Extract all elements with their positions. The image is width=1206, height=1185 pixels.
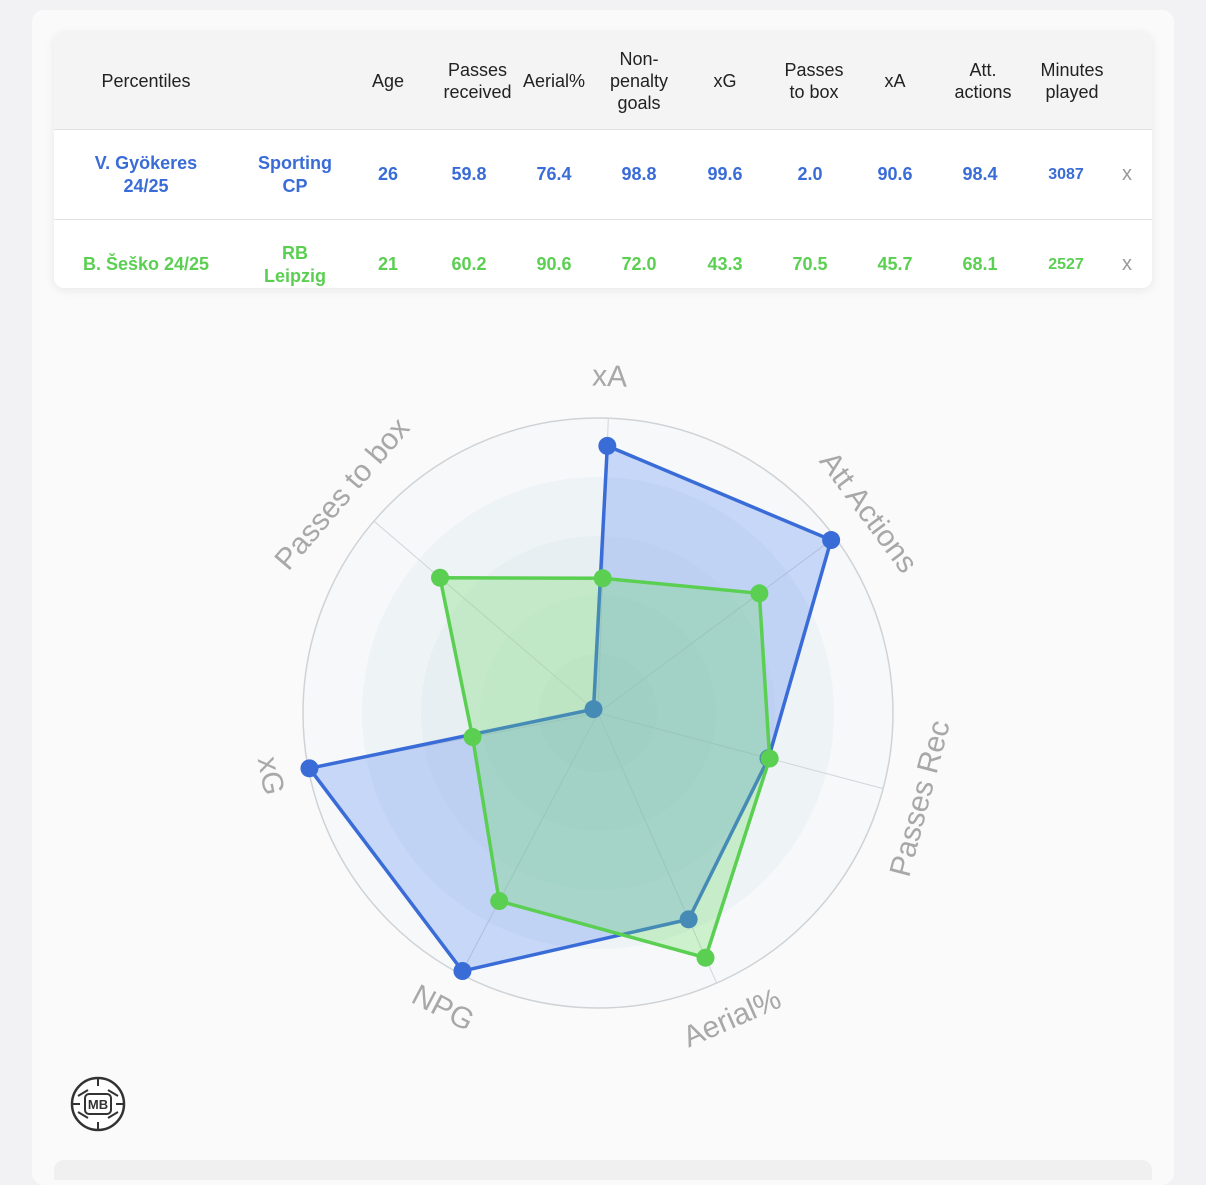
cell-npg: 72.0 — [621, 254, 657, 274]
col-header-npg: Non- penalty goals — [609, 48, 669, 113]
axis-label: Aerial% — [678, 982, 786, 1054]
series-point — [822, 531, 841, 550]
logo-text: MB — [88, 1097, 108, 1112]
radar-spoke — [597, 536, 836, 714]
table-row: V. Gyökeres 24/25 Sporting CP 26 59.8 76… — [54, 130, 1152, 220]
series-point — [696, 948, 715, 967]
col-header-percentiles: Percentiles — [101, 70, 191, 91]
cell-passes-to-box: 2.0 — [797, 164, 823, 184]
cell-xa: 45.7 — [877, 254, 913, 274]
series-point — [593, 569, 612, 588]
col-header-aerial: Aerial% — [522, 70, 586, 91]
cell-aerial: 90.6 — [536, 254, 572, 274]
cell-minutes: 2527 — [1048, 256, 1084, 273]
cell-aerial: 76.4 — [536, 164, 572, 184]
col-header-minutes: Minutes played — [1040, 59, 1104, 102]
table-row: B. Šeško 24/25 RB Leipzig 21 60.2 90.6 7… — [54, 220, 1152, 288]
player-name: B. Šeško 24/25 — [82, 254, 210, 274]
col-header-xg: xG — [713, 70, 737, 91]
series-point — [463, 728, 482, 747]
team-name: RB Leipzig — [264, 242, 326, 286]
cell-passes-received: 59.8 — [451, 164, 487, 184]
axis-label: xG — [251, 754, 291, 798]
series-point — [490, 892, 509, 911]
axis-label: Passes Rec — [884, 717, 957, 880]
series-point — [584, 700, 603, 719]
series-point — [453, 962, 472, 981]
percentiles-table: Percentiles Age Passes received Aerial% … — [54, 32, 1152, 288]
cell-att-actions: 68.1 — [962, 254, 998, 274]
series-point — [679, 910, 698, 929]
axis-label: NPG — [406, 978, 479, 1037]
mb-logo: MB — [70, 1076, 126, 1132]
cell-age: 21 — [377, 254, 399, 274]
cell-xg: 43.3 — [707, 254, 743, 274]
col-header-xa: xA — [884, 70, 906, 91]
axis-label: xA — [592, 360, 628, 394]
cell-age: 26 — [377, 164, 399, 184]
radar-spoke — [597, 712, 884, 790]
remove-player-button[interactable]: x — [1122, 163, 1132, 185]
series-point — [300, 759, 319, 778]
cell-xa: 90.6 — [877, 164, 913, 184]
cell-npg: 98.8 — [621, 164, 657, 184]
cell-att-actions: 98.4 — [962, 164, 998, 184]
series-point — [750, 584, 769, 603]
cell-xg: 99.6 — [707, 164, 743, 184]
team-name: Sporting CP — [258, 152, 332, 196]
series-point — [760, 749, 779, 768]
series-point — [431, 568, 450, 587]
player-name: V. Gyökeres 24/25 — [94, 152, 198, 196]
cell-passes-to-box: 70.5 — [792, 254, 828, 274]
cell-minutes: 3087 — [1048, 166, 1084, 183]
col-header-passes-received: Passes received — [443, 59, 512, 102]
col-header-passes-to-box: Passes to box — [784, 59, 844, 102]
radar-spoke — [597, 712, 718, 984]
next-section-strip — [54, 1160, 1152, 1180]
cell-passes-received: 60.2 — [451, 254, 487, 274]
series-area-1 — [306, 443, 834, 973]
col-header-age: Age — [371, 70, 405, 91]
radar-spoke — [460, 712, 599, 975]
remove-player-button[interactable]: x — [1122, 253, 1132, 275]
series-area-2 — [437, 575, 772, 960]
radar-spoke — [373, 520, 599, 714]
table-header: Percentiles Age Passes received Aerial% … — [54, 32, 1152, 130]
col-header-att-actions: Att. actions — [954, 59, 1012, 102]
series-point — [598, 436, 617, 455]
